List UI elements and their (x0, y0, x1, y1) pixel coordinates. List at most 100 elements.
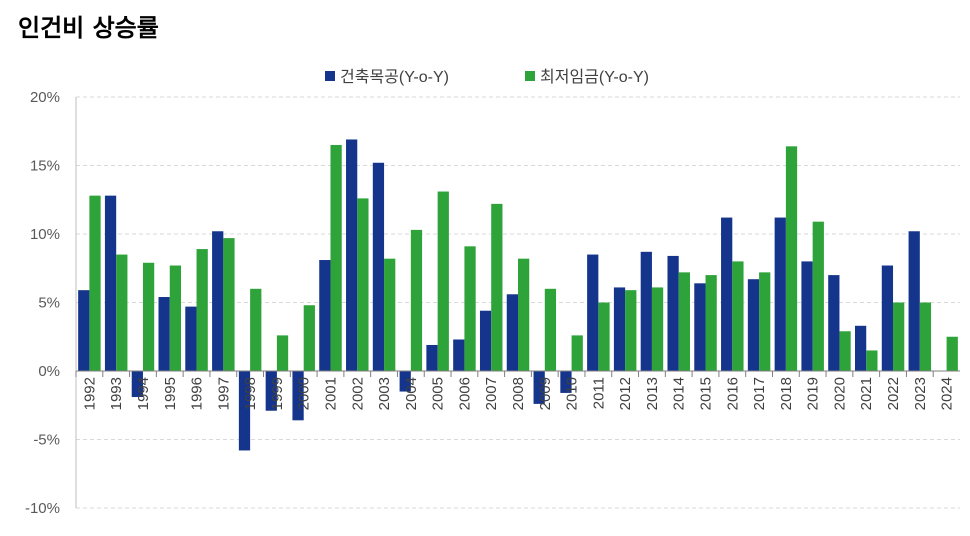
x-tick-label: 2005 (430, 377, 447, 410)
bar-carpentry (506, 294, 518, 371)
y-tick-label: 20% (30, 89, 60, 106)
bar-carpentry (881, 265, 894, 371)
bar-min-wage (919, 302, 932, 371)
x-tick-label: 2004 (403, 377, 420, 410)
bar-carpentry (587, 254, 599, 371)
chart-title: 인건비 상승률 (18, 14, 159, 42)
x-tick-label: 1997 (215, 377, 232, 410)
bar-min-wage (169, 265, 182, 371)
x-tick-label: 2014 (671, 377, 688, 410)
x-tick-label: 2020 (831, 377, 848, 410)
x-tick-label: 2011 (590, 377, 607, 409)
bar-min-wage (839, 331, 851, 371)
x-tick-label: 2017 (751, 377, 768, 410)
bar-min-wage (651, 287, 664, 371)
bar-carpentry (78, 290, 90, 371)
y-tick-label: 10% (30, 226, 60, 243)
bar-carpentry (640, 251, 652, 371)
bar-carpentry (453, 339, 465, 371)
bar-min-wage (250, 288, 262, 371)
x-tick-label: 2012 (617, 377, 634, 410)
bar-min-wage (571, 335, 583, 371)
bar-min-wage (196, 249, 208, 371)
x-tick-label: 2006 (456, 377, 473, 410)
bar-min-wage (785, 146, 798, 371)
bar-min-wage (142, 262, 155, 371)
x-tick-label: 1998 (242, 377, 259, 410)
x-tick-label: 1994 (135, 377, 152, 410)
bar-min-wage (410, 229, 423, 371)
bar-min-wage (357, 198, 369, 371)
x-tick-label: 2003 (376, 377, 393, 410)
x-tick-label: 2018 (778, 377, 795, 410)
legend-swatch (325, 71, 335, 81)
bar-min-wage (330, 144, 342, 371)
x-tick-label: 1992 (81, 377, 98, 410)
bar-carpentry (828, 275, 840, 371)
bar-min-wage (598, 302, 610, 371)
x-tick-label: 2008 (510, 377, 527, 410)
bar-min-wage (223, 238, 235, 371)
bar-min-wage (384, 258, 396, 371)
x-tick-label: 2024 (939, 377, 956, 410)
y-tick-label: 0% (38, 363, 60, 380)
x-tick-label: 2007 (483, 377, 500, 410)
bar-min-wage (759, 272, 771, 371)
x-tick-label: 1999 (269, 377, 286, 410)
bar-min-wage (678, 272, 690, 371)
bar-carpentry (346, 139, 358, 371)
bar-min-wage (518, 258, 530, 371)
bar-carpentry (131, 371, 143, 398)
y-tick-label: 5% (38, 295, 60, 312)
x-tick-label: 2021 (858, 377, 875, 410)
bar-min-wage (544, 288, 557, 371)
bar-carpentry (212, 231, 224, 371)
x-tick-label: 2009 (537, 377, 554, 410)
bar-carpentry (908, 231, 920, 371)
x-tick-label: 2019 (805, 377, 822, 410)
bar-min-wage (812, 221, 824, 371)
x-tick-label: 1993 (108, 377, 125, 410)
x-tick-label: 2000 (296, 377, 313, 410)
legend-label: 최저임금(Y-o-Y) (540, 68, 649, 86)
bar-carpentry (613, 287, 626, 371)
y-tick-label: -10% (25, 500, 60, 517)
x-tick-label: 2013 (644, 377, 661, 410)
bar-min-wage (893, 302, 905, 371)
bar-min-wage (276, 335, 289, 371)
bar-min-wage (625, 290, 637, 371)
x-tick-label: 2010 (564, 377, 581, 410)
bar-carpentry (721, 217, 733, 371)
y-tick-label: -5% (33, 432, 60, 449)
bar-carpentry (399, 371, 411, 392)
bar-min-wage (303, 305, 315, 371)
bar-carpentry (238, 371, 251, 451)
bar-min-wage (946, 336, 958, 371)
x-tick-label: 2002 (349, 377, 366, 410)
bar-carpentry (319, 260, 331, 371)
x-tick-label: 1996 (189, 377, 206, 410)
bar-min-wage (866, 350, 878, 371)
bar-carpentry (265, 371, 277, 411)
bar-carpentry (560, 371, 572, 393)
bar-min-wage (464, 246, 476, 371)
bar-carpentry (372, 162, 385, 371)
bar-min-wage (705, 275, 717, 371)
bar-min-wage (732, 261, 744, 371)
bar-carpentry (104, 195, 117, 371)
bar-min-wage (116, 254, 128, 371)
bar-carpentry (694, 283, 706, 371)
bar-carpentry (667, 255, 679, 371)
bar-carpentry (854, 325, 867, 371)
bar-carpentry (801, 261, 813, 371)
legend-label: 건축목공(Y-o-Y) (340, 68, 449, 86)
bar-carpentry (158, 297, 170, 371)
x-tick-label: 2015 (698, 377, 715, 410)
bar-carpentry (533, 371, 545, 404)
x-tick-label: 2016 (724, 377, 741, 410)
bar-carpentry (479, 310, 492, 371)
bar-min-wage (437, 191, 449, 371)
bar-carpentry (292, 371, 304, 421)
bar-carpentry (747, 279, 760, 371)
bar-carpentry (774, 217, 786, 371)
